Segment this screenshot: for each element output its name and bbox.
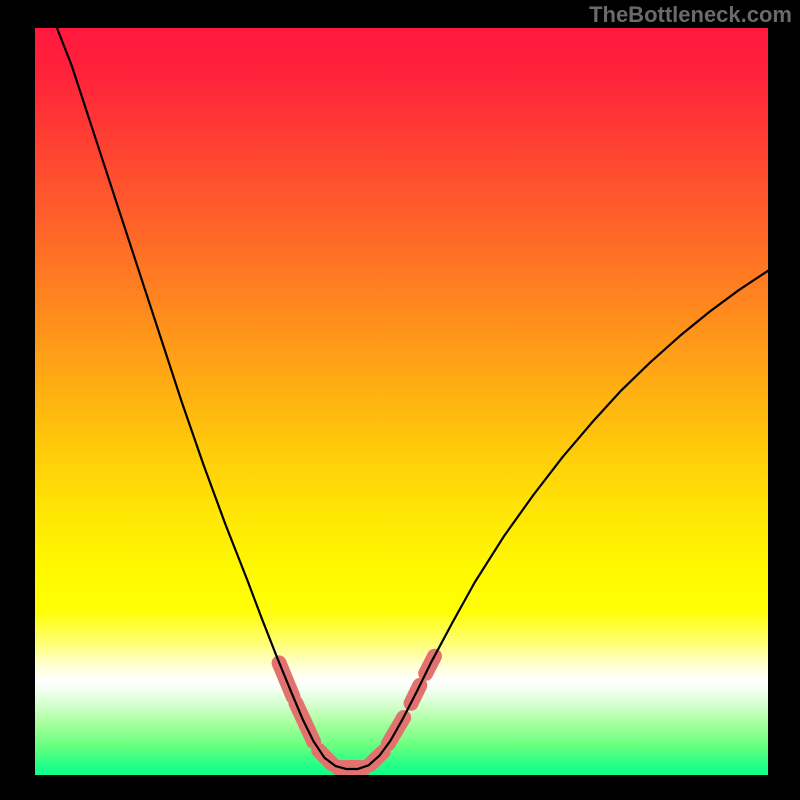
outer-frame: TheBottleneck.com — [0, 0, 800, 800]
plot-area — [35, 28, 768, 775]
chart-svg — [35, 28, 768, 775]
gradient-background — [35, 28, 768, 775]
watermark-label: TheBottleneck.com — [589, 2, 792, 28]
